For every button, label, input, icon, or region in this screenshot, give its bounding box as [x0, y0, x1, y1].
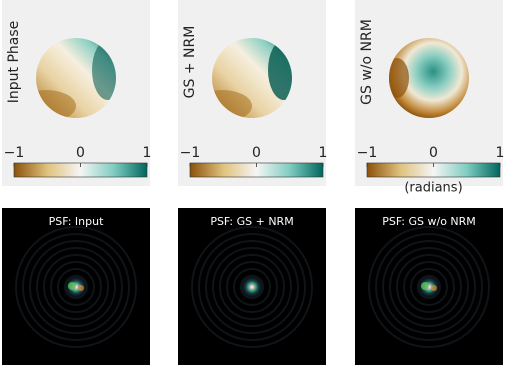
psf-ring: [382, 240, 476, 334]
psf-ring: [198, 233, 306, 341]
colorbar-tick-label: −1: [357, 145, 378, 161]
psf-ring: [389, 247, 469, 327]
phase-panel: Input Phase −1 0 1: [2, 0, 151, 186]
phase-blob: [268, 40, 292, 100]
psf-ring: [226, 261, 278, 313]
colorbar-tick-label: 1: [496, 145, 505, 161]
colorbar-tick-label: −1: [180, 145, 201, 161]
psf-ring: [368, 226, 490, 348]
psf-lobe: [421, 282, 429, 290]
phase-blob: [92, 40, 116, 100]
colorbar-tick-label: 0: [429, 145, 438, 161]
colorbar-unit: (radians): [404, 181, 462, 196]
psf-panel: PSF: GS + NRM: [178, 208, 326, 365]
psf-core: [238, 273, 266, 301]
psf-lobe: [78, 285, 84, 291]
psf-ring: [403, 261, 455, 313]
psf-panel: PSF: GS w/o NRM: [355, 208, 503, 365]
psf-ring: [36, 247, 116, 327]
psf-ring: [29, 240, 123, 334]
phase-label: GS + NRM: [182, 26, 198, 99]
psf-title: PSF: GS w/o NRM: [382, 215, 476, 228]
phase-label: Input Phase: [6, 21, 22, 104]
psf-title: PSF: GS + NRM: [210, 215, 293, 228]
phase-label: GS w/o NRM: [359, 19, 375, 105]
psf-ring: [57, 268, 95, 306]
colorbar-tick-label: 1: [319, 145, 328, 161]
psf-core: [62, 273, 90, 301]
psf-ring: [375, 233, 483, 341]
psf-panel: PSF: Input: [2, 208, 150, 365]
colorbar-tick-label: −1: [4, 145, 25, 161]
phase-map: [389, 38, 469, 118]
psf-ring: [205, 240, 299, 334]
psf-ring: [212, 247, 292, 327]
psf-ring: [15, 226, 137, 348]
psf-ring: [219, 254, 285, 320]
psf-title: PSF: Input: [49, 215, 104, 228]
phase-panel: GS w/o NRM −1 0 1 (radians): [355, 0, 504, 196]
psf-ring: [396, 254, 462, 320]
phase-blob: [389, 58, 409, 98]
psf-ring: [233, 268, 271, 306]
psf-lobe: [431, 285, 437, 291]
psf-ring: [410, 268, 448, 306]
psf-ring: [191, 226, 313, 348]
psf-core: [415, 273, 443, 301]
psf-lobe: [68, 282, 76, 290]
colorbar-tick-label: 1: [143, 145, 152, 161]
phase-panel: GS + NRM −1 0 1: [178, 0, 327, 186]
colorbar-tick-label: 0: [252, 145, 261, 161]
psf-ring: [22, 233, 130, 341]
psf-ring: [50, 261, 102, 313]
phase-map: [36, 38, 116, 118]
colorbar-tick-label: 0: [76, 145, 85, 161]
psf-ring: [43, 254, 109, 320]
